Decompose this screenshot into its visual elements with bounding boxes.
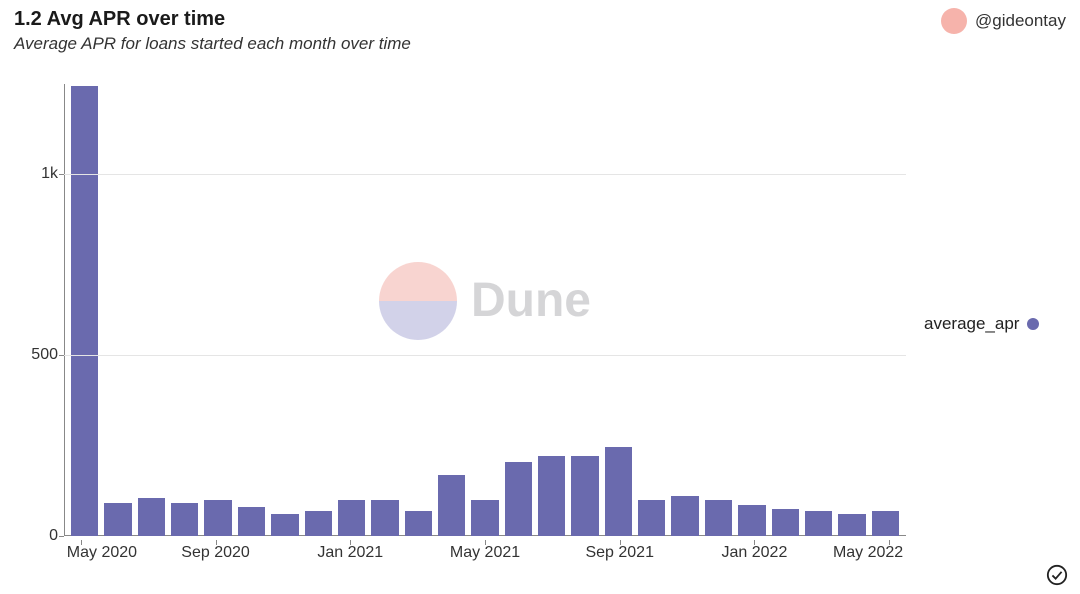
chart-subtitle: Average APR for loans started each month… bbox=[14, 34, 411, 54]
bar[interactable] bbox=[538, 456, 565, 536]
bar-slot bbox=[68, 84, 101, 536]
chart-container: Dune 05001k May 2020Sep 2020Jan 2021May … bbox=[14, 84, 1066, 564]
bar[interactable] bbox=[638, 500, 665, 536]
checkmark-circle-icon[interactable] bbox=[1046, 564, 1068, 586]
xtick-label: Sep 2020 bbox=[181, 544, 250, 562]
bar[interactable] bbox=[438, 475, 465, 536]
bar-slot bbox=[335, 84, 368, 536]
ytick-mark bbox=[59, 536, 64, 537]
author-link[interactable]: @gideontay bbox=[941, 8, 1066, 34]
chart-header: 1.2 Avg APR over time Average APR for lo… bbox=[0, 0, 1080, 54]
ytick-mark bbox=[59, 355, 64, 356]
x-labels: May 2020 Sep 2020 Jan 2021 May 2021 Sep 2021… bbox=[64, 540, 906, 564]
bar[interactable] bbox=[571, 456, 598, 536]
gridline bbox=[64, 355, 906, 356]
xtick-label: May 2020 bbox=[67, 544, 137, 562]
chart-main: Dune 05001k May 2020Sep 2020Jan 2021May … bbox=[14, 84, 906, 564]
bar-slot bbox=[802, 84, 835, 536]
bar[interactable] bbox=[338, 500, 365, 536]
bar-slot bbox=[235, 84, 268, 536]
bar-slot bbox=[135, 84, 168, 536]
bar-slot bbox=[535, 84, 568, 536]
ytick-label: 1k bbox=[14, 165, 58, 183]
bar-slot bbox=[368, 84, 401, 536]
bar-slot bbox=[835, 84, 868, 536]
bar[interactable] bbox=[872, 511, 899, 536]
bar-slot bbox=[468, 84, 501, 536]
bar-slot bbox=[869, 84, 902, 536]
bar-slot bbox=[168, 84, 201, 536]
bar[interactable] bbox=[405, 511, 432, 536]
bar[interactable] bbox=[104, 503, 131, 536]
bar-slot bbox=[502, 84, 535, 536]
bar-slot bbox=[702, 84, 735, 536]
author-avatar-icon bbox=[941, 8, 967, 34]
bar-slot bbox=[602, 84, 635, 536]
titles: 1.2 Avg APR over time Average APR for lo… bbox=[14, 6, 411, 54]
bar-slot bbox=[668, 84, 701, 536]
bar[interactable] bbox=[171, 503, 198, 536]
bar-slot bbox=[435, 84, 468, 536]
xtick-label: May 2022 bbox=[833, 544, 903, 562]
bar[interactable] bbox=[772, 509, 799, 536]
legend-label: average_apr bbox=[924, 314, 1019, 334]
xtick-label: Jan 2022 bbox=[722, 544, 788, 562]
bar[interactable] bbox=[671, 496, 698, 536]
bar-slot bbox=[201, 84, 234, 536]
bar[interactable] bbox=[705, 500, 732, 536]
bar-slot bbox=[635, 84, 668, 536]
bars-group bbox=[64, 84, 906, 536]
bar[interactable] bbox=[605, 447, 632, 536]
ytick-label: 500 bbox=[14, 346, 58, 364]
bar-slot bbox=[568, 84, 601, 536]
legend-item[interactable]: average_apr bbox=[924, 314, 1039, 334]
bar-slot bbox=[769, 84, 802, 536]
bar[interactable] bbox=[305, 511, 332, 536]
bar[interactable] bbox=[71, 86, 98, 536]
bar[interactable] bbox=[271, 514, 298, 536]
xtick-label: Sep 2021 bbox=[585, 544, 654, 562]
legend-dot-icon bbox=[1027, 318, 1039, 330]
chart-title: 1.2 Avg APR over time bbox=[14, 6, 411, 32]
bar-slot bbox=[402, 84, 435, 536]
bar[interactable] bbox=[805, 511, 832, 536]
xtick-label: Jan 2021 bbox=[317, 544, 383, 562]
bar[interactable] bbox=[371, 500, 398, 536]
bar-slot bbox=[302, 84, 335, 536]
plot-area: Dune 05001k bbox=[64, 84, 906, 536]
gridline bbox=[64, 174, 906, 175]
bar-slot bbox=[101, 84, 134, 536]
legend: average_apr bbox=[906, 84, 1066, 564]
bar[interactable] bbox=[471, 500, 498, 536]
bar[interactable] bbox=[138, 498, 165, 536]
bar-slot bbox=[268, 84, 301, 536]
bar-slot bbox=[735, 84, 768, 536]
xtick-label: May 2021 bbox=[450, 544, 520, 562]
ytick-mark bbox=[59, 174, 64, 175]
bar[interactable] bbox=[505, 462, 532, 536]
bar[interactable] bbox=[238, 507, 265, 536]
bar[interactable] bbox=[204, 500, 231, 536]
ytick-label: 0 bbox=[14, 527, 58, 545]
bar[interactable] bbox=[738, 505, 765, 536]
bar[interactable] bbox=[838, 514, 865, 536]
author-handle: @gideontay bbox=[975, 11, 1066, 31]
